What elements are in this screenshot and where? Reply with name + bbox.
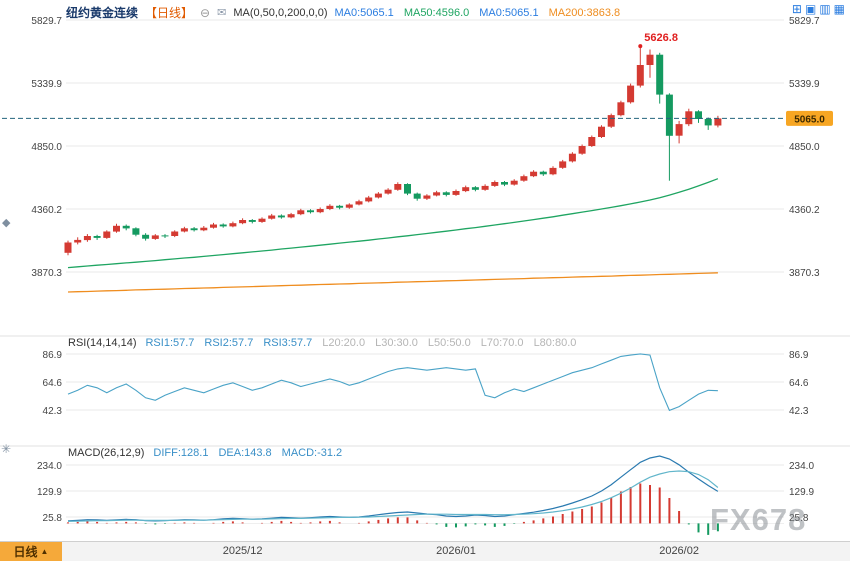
svg-text:5829.7: 5829.7 [31, 16, 62, 27]
chart-layout-toolbar: ⊞ ▣ ▥ ▦ [792, 2, 845, 16]
split-grid-icon[interactable]: ▦ [833, 2, 845, 16]
rsi-value-6: L70:70.0 [480, 337, 524, 349]
svg-text:25.8: 25.8 [789, 513, 809, 524]
svg-text:5829.7: 5829.7 [789, 16, 820, 27]
ma-value-0: MA0:5065.1 [334, 6, 394, 19]
tab-arrow-icon: ▲ [40, 547, 49, 556]
svg-text:234.0: 234.0 [789, 461, 814, 472]
svg-text:64.6: 64.6 [789, 378, 809, 389]
x-axis-label: 2026/02 [659, 545, 699, 557]
ma-values: MA0:5065.1 MA50:4596.0 MA0:5065.1 MA200:386… [334, 7, 620, 19]
rsi-value-4: L30:30.0 [375, 337, 418, 349]
svg-text:3870.3: 3870.3 [789, 268, 820, 279]
svg-text:5339.9: 5339.9 [31, 79, 62, 90]
svg-text:42.3: 42.3 [43, 406, 63, 417]
macd-header: MACD(26,12,9) DIFF:128.1 DEA:143.8 MACD:-3… [68, 447, 342, 459]
period-label: 【日线】 [145, 6, 194, 20]
rsi-settings-label[interactable]: RSI(14,14,14) [68, 337, 137, 349]
svg-text:4360.2: 4360.2 [789, 205, 820, 216]
macd-value-1: DEA:143.8 [218, 447, 272, 459]
single-view-icon[interactable]: ▣ [804, 2, 817, 16]
star-marker-icon[interactable]: ✳ [1, 442, 12, 456]
collapse-icon[interactable]: ⊖ [200, 5, 211, 20]
chart-canvas[interactable]: 5829.7 5829.7 5339.9 5339.9 4850.0 4850.0 4360… [0, 0, 850, 541]
macd-value-2: MACD:-31.2 [281, 447, 343, 459]
svg-text:4850.0: 4850.0 [789, 142, 820, 153]
svg-text:3870.3: 3870.3 [31, 268, 62, 279]
svg-text:234.0: 234.0 [37, 461, 62, 472]
bottom-axis-bar: 日线 ▲ 2025/12 2026/01 2026/02 [0, 541, 850, 561]
macd-value-0: DIFF:128.1 [153, 447, 209, 459]
svg-text:5065.0: 5065.0 [794, 114, 825, 125]
x-axis-label: 2026/01 [436, 545, 476, 557]
macd-settings-label[interactable]: MACD(26,12,9) [68, 447, 145, 459]
svg-text:86.9: 86.9 [789, 350, 809, 361]
svg-text:64.6: 64.6 [43, 378, 63, 389]
period-tab[interactable]: 日线 ▲ [0, 542, 62, 561]
rsi-value-0: RSI1:57.7 [145, 337, 195, 349]
diamond-marker-icon[interactable]: ◆ [2, 217, 11, 229]
indicator-alert-icon: ✉ [217, 7, 227, 19]
ma-value-1: MA50:4596.0 [403, 6, 470, 19]
macd-values: DIFF:128.1 DEA:143.8 MACD:-31.2 [153, 447, 342, 459]
svg-text:5626.8: 5626.8 [644, 32, 678, 44]
symbol-name: 纽约黄金连续 [66, 6, 139, 20]
x-axis-label: 2025/12 [222, 545, 263, 557]
add-window-icon[interactable]: ⊞ [791, 2, 802, 16]
period-tab-label: 日线 [13, 545, 38, 559]
svg-text:86.9: 86.9 [43, 350, 63, 361]
svg-text:5339.9: 5339.9 [789, 79, 820, 90]
rsi-value-3: L20:20.0 [322, 337, 366, 349]
rsi-value-2: RSI3:57.7 [263, 337, 313, 349]
ma-value-2: MA0:5065.1 [479, 6, 539, 19]
rsi-values: RSI1:57.7 RSI2:57.7 RSI3:57.7 L20:20.0 L30:3… [145, 337, 576, 349]
rsi-value-7: L80:80.0 [533, 337, 577, 349]
svg-text:42.3: 42.3 [789, 406, 809, 417]
split-horizontal-icon[interactable]: ▥ [819, 2, 831, 16]
rsi-value-1: RSI2:57.7 [204, 337, 254, 349]
chart-header: 纽约黄金连续 【日线】 ⊖ ✉ MA(0,50,0,200,0,0) MA0:5… [66, 4, 620, 21]
rsi-header: RSI(14,14,14) RSI1:57.7 RSI2:57.7 RSI3:57.… [68, 337, 576, 349]
ma-settings-label[interactable]: MA(0,50,0,200,0,0) [233, 6, 328, 19]
svg-text:4360.2: 4360.2 [31, 205, 62, 216]
ma-value-3: MA200:3863.8 [548, 6, 621, 19]
rsi-value-5: L50:50.0 [427, 337, 471, 349]
svg-text:129.9: 129.9 [37, 487, 62, 498]
svg-text:25.8: 25.8 [43, 513, 63, 524]
svg-text:4850.0: 4850.0 [31, 142, 62, 153]
svg-text:129.9: 129.9 [789, 487, 814, 498]
